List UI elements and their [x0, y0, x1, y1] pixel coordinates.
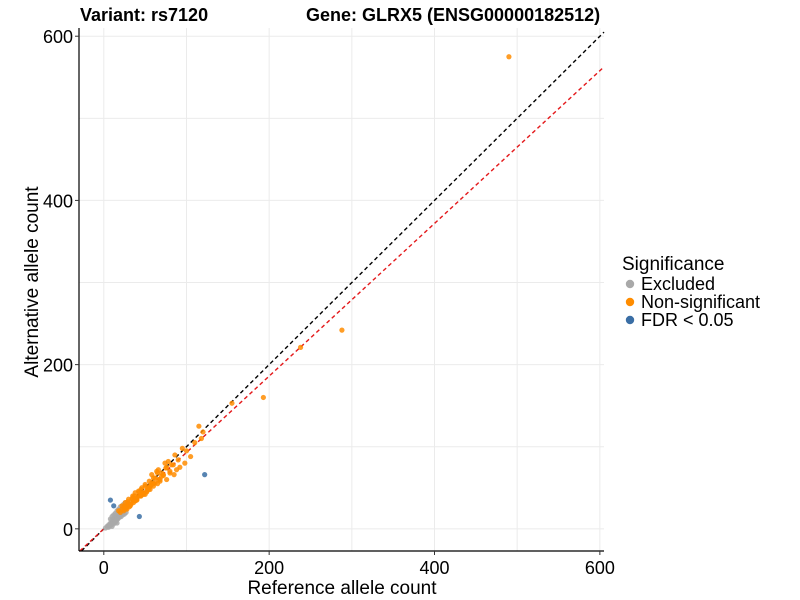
legend-swatch — [625, 279, 635, 289]
point-non-significant — [198, 435, 204, 442]
point-non-significant — [159, 473, 165, 479]
reference-lines — [79, 31, 605, 552]
x-tick-label: 400 — [419, 558, 449, 578]
point-non-significant — [196, 423, 202, 429]
point-non-significant — [200, 429, 206, 435]
point-non-significant — [150, 475, 157, 481]
point-non-significant — [162, 460, 168, 466]
point-non-significant — [297, 344, 304, 350]
legend-label: Excluded — [641, 274, 715, 294]
legend-label: FDR < 0.05 — [641, 310, 734, 330]
point-non-significant — [154, 470, 161, 476]
point-non-significant — [164, 476, 170, 483]
point-non-significant — [145, 486, 151, 492]
point-non-significant — [260, 394, 266, 401]
data-points — [102, 54, 512, 531]
x-tick-label: 600 — [585, 558, 615, 578]
point-fdr-0-05 — [202, 472, 208, 478]
point-non-significant — [188, 453, 194, 460]
legend-swatch — [625, 297, 635, 307]
point-non-significant — [229, 400, 235, 406]
x-tick-label: 0 — [99, 558, 109, 578]
point-non-significant — [171, 472, 177, 478]
y-tick-label: 0 — [63, 520, 73, 540]
legend: Significance ExcludedNon-significantFDR … — [622, 254, 760, 330]
point-fdr-0-05 — [136, 513, 142, 520]
point-non-significant — [126, 504, 133, 510]
point-non-significant — [140, 490, 146, 497]
y-tick-label: 200 — [43, 356, 73, 376]
point-non-significant — [339, 327, 345, 333]
legend-label: Non-significant — [641, 292, 760, 312]
point-non-significant — [182, 460, 188, 466]
reference-line-identity — [80, 31, 605, 552]
point-fdr-0-05 — [111, 503, 117, 509]
legend-swatch — [625, 315, 635, 325]
point-non-significant — [164, 464, 170, 470]
title-gene: Gene: GLRX5 (ENSG00000182512) — [306, 5, 600, 25]
title-variant: Variant: rs7120 — [80, 5, 208, 25]
point-non-significant — [133, 497, 139, 503]
point-non-significant — [167, 470, 173, 476]
x-axis-label: Reference allele count — [247, 578, 437, 599]
point-non-significant — [192, 440, 198, 446]
grid — [79, 28, 604, 551]
y-tick-label: 600 — [43, 27, 73, 47]
legend-title: Significance — [622, 254, 724, 275]
point-excluded — [114, 520, 120, 526]
point-non-significant — [183, 448, 190, 454]
point-non-significant — [135, 493, 142, 499]
point-non-significant — [148, 482, 154, 488]
point-non-significant — [131, 493, 137, 499]
point-fdr-0-05 — [107, 497, 114, 503]
point-non-significant — [125, 499, 131, 505]
y-tick-label: 400 — [43, 191, 73, 211]
point-non-significant — [179, 445, 185, 451]
point-non-significant — [175, 457, 181, 463]
y-axis-label: Alternative allele count — [22, 186, 43, 378]
point-non-significant — [173, 467, 180, 473]
point-non-significant — [506, 54, 512, 60]
point-non-significant — [172, 452, 178, 458]
point-non-significant — [155, 476, 161, 483]
point-non-significant — [170, 462, 176, 468]
x-tick-label: 200 — [254, 558, 284, 578]
axes: 0 200 400 600 0 200 400 600 — [43, 27, 615, 578]
